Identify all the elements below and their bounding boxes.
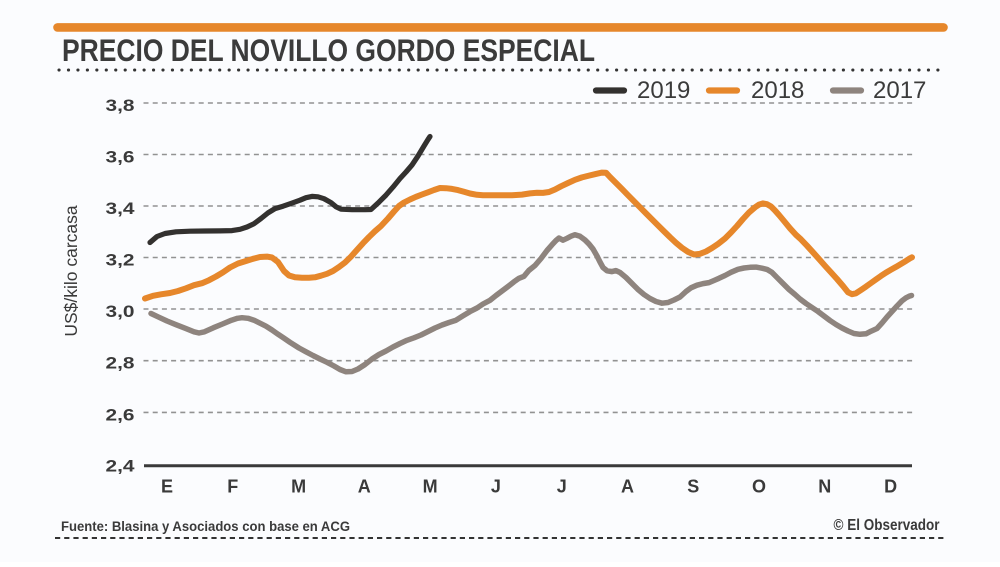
svg-text:O: O xyxy=(752,477,766,497)
svg-text:F: F xyxy=(227,477,238,497)
svg-text:A: A xyxy=(621,477,634,497)
svg-text:J: J xyxy=(557,477,567,497)
svg-text:US$/kilo carcasa: US$/kilo carcasa xyxy=(61,205,81,337)
svg-text:M: M xyxy=(423,477,438,497)
svg-text:3,0: 3,0 xyxy=(106,303,135,321)
svg-text:PRECIO DEL NOVILLO GORDO ESPEC: PRECIO DEL NOVILLO GORDO ESPECIAL xyxy=(62,32,595,68)
svg-text:M: M xyxy=(291,477,306,497)
svg-text:N: N xyxy=(818,477,831,497)
svg-text:J: J xyxy=(491,477,501,497)
svg-text:3,8: 3,8 xyxy=(106,97,135,115)
svg-text:2018: 2018 xyxy=(751,77,804,104)
svg-text:Fuente: Blasina y Asociados co: Fuente: Blasina y Asociados con base en … xyxy=(61,519,350,534)
svg-text:3,2: 3,2 xyxy=(106,252,135,270)
svg-text:3,6: 3,6 xyxy=(106,149,135,167)
svg-text:3,4: 3,4 xyxy=(106,200,136,218)
svg-text:2017: 2017 xyxy=(873,77,926,104)
svg-text:2,4: 2,4 xyxy=(106,458,136,476)
svg-text:2,8: 2,8 xyxy=(106,355,135,373)
svg-text:D: D xyxy=(884,477,897,497)
svg-text:2,6: 2,6 xyxy=(106,406,135,424)
svg-text:2019: 2019 xyxy=(637,77,690,104)
svg-text:© El Observador: © El Observador xyxy=(834,517,940,534)
svg-text:A: A xyxy=(358,477,371,497)
svg-text:S: S xyxy=(687,477,699,497)
svg-text:E: E xyxy=(161,477,173,497)
